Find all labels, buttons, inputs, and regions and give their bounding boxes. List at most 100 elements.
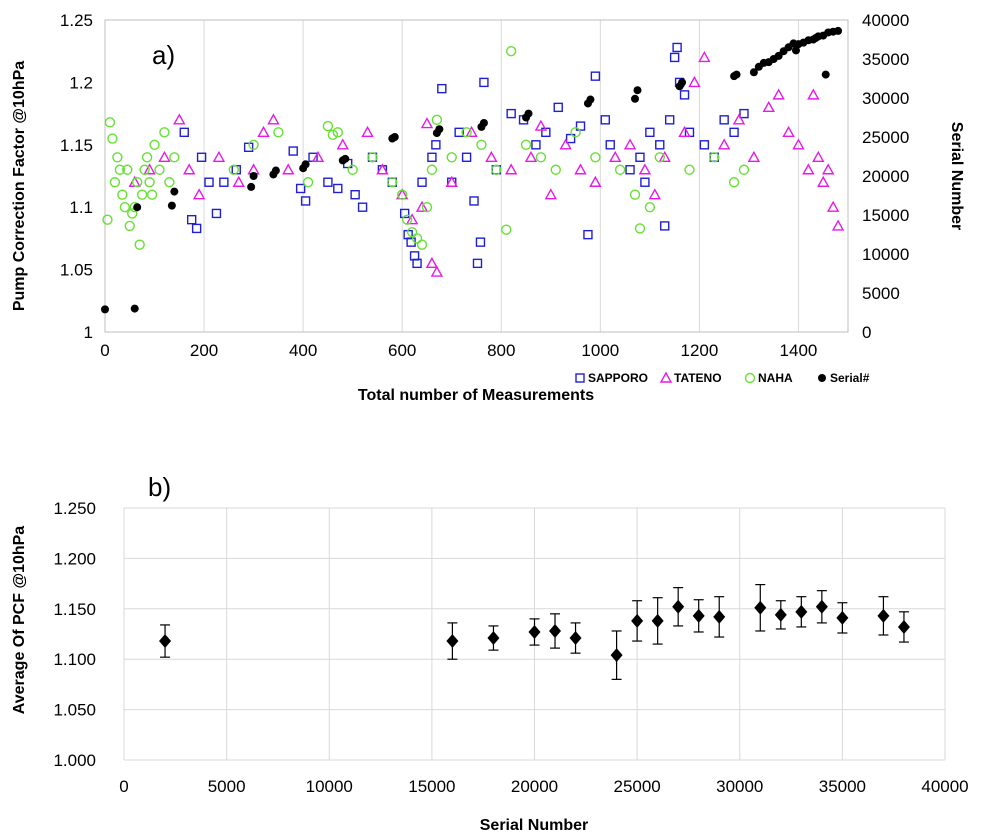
chart-a-point-naha xyxy=(302,177,314,188)
chart-b-data-point xyxy=(713,596,726,638)
chart-a-point-tateno xyxy=(430,265,444,277)
chart-a-point-naha xyxy=(119,201,131,213)
chart-a-point-naha xyxy=(411,233,423,244)
chart-a-point-sapporo xyxy=(211,208,222,219)
chart-a-y2-tick-label: 40000 xyxy=(862,11,909,30)
chart-a-point-serial xyxy=(301,160,310,169)
chart-a-y2-tick-label: 5000 xyxy=(862,284,900,303)
chart-b-data-point xyxy=(672,587,685,627)
chart-a-y-axis-label: Pump Correction Factor @10hPa xyxy=(11,61,28,311)
chart-a-point-naha xyxy=(629,189,641,200)
chart-a-x-tick-label: 600 xyxy=(388,341,416,360)
chart-a-point-tateno xyxy=(826,200,840,212)
chart-a-point-naha xyxy=(134,239,145,250)
chart-a-point-naha xyxy=(273,127,284,138)
chart-a-point-naha xyxy=(461,127,472,138)
chart-a-point-sapporo xyxy=(437,83,447,94)
chart-a-y-tick-label: 1.1 xyxy=(69,198,93,217)
chart-a-point-tateno xyxy=(638,163,652,175)
chart-a-point-sapporo xyxy=(506,108,516,119)
chart-b-diamond-marker xyxy=(692,608,705,623)
chart-b-y-tick-label: 1.150 xyxy=(53,600,96,619)
chart-a-point-sapporo xyxy=(300,196,311,206)
chart-a-point-tateno xyxy=(747,150,761,162)
chart-a-y-tick-label: 1.15 xyxy=(60,136,93,155)
chart-a-point-naha xyxy=(122,164,133,175)
chart-a-point-naha xyxy=(520,139,532,151)
chart-a-point-sapporo xyxy=(679,90,690,100)
chart-b-data-point xyxy=(159,624,172,658)
chart-a-point-sapporo xyxy=(635,152,645,162)
chart-a-point-naha xyxy=(102,214,113,225)
chart-a-point-serial xyxy=(732,70,741,79)
chart-a-point-serial xyxy=(678,78,687,87)
chart-a-point-naha xyxy=(397,189,408,200)
chart-a-point-sapporo xyxy=(583,229,593,240)
chart-a-point-naha xyxy=(505,46,517,57)
chart-b-data-point xyxy=(651,597,664,645)
chart-b-diamond-marker xyxy=(774,607,787,622)
chart-a-point-serial xyxy=(479,118,488,127)
chart-a-x-tick-label: 200 xyxy=(190,341,218,360)
chart-a-point-serial xyxy=(133,203,142,212)
chart-a-point-sapporo xyxy=(323,177,333,187)
chart-a-point-naha xyxy=(248,139,259,151)
chart-b-diamond-marker xyxy=(836,610,849,625)
chart-a-ticks: 0 200 400 600 800 1000 1200 1400 1 1.05 1.1 1.15 1.2… xyxy=(60,11,909,360)
chart-a-legend-marker xyxy=(575,373,585,383)
chart-a-point-tateno xyxy=(143,163,156,175)
chart-a-point-naha xyxy=(327,129,339,141)
chart-a-point-naha xyxy=(228,164,239,175)
chart-a-point-tateno xyxy=(173,113,186,125)
chart-a-y2-tick-label: 0 xyxy=(862,323,871,342)
chart-b-diamond-marker xyxy=(549,623,562,638)
chart-b-data-point xyxy=(815,590,828,624)
chart-a-point-naha xyxy=(421,201,433,213)
chart-a-point-sapporo xyxy=(669,52,680,63)
chart-a-x-axis-label: Total number of Measurements xyxy=(358,387,594,404)
chart-a-point-naha xyxy=(332,127,344,138)
chart-a-point-serial xyxy=(249,172,258,180)
chart-a-point-tateno xyxy=(831,219,845,231)
chart-a-point-sapporo xyxy=(399,208,410,219)
chart-a-point-tateno xyxy=(574,163,587,175)
chart-a-point-naha xyxy=(117,189,128,200)
chart-a-point-serial xyxy=(821,70,830,79)
chart-a-point-naha xyxy=(431,114,443,126)
chart-b-data-point xyxy=(610,630,623,680)
chart-a-point-tateno xyxy=(465,125,478,138)
chart-a-point-sapporo xyxy=(469,196,479,206)
chart-a-point-tateno xyxy=(257,125,270,138)
chart-b-x-tick-label: 0 xyxy=(119,777,128,796)
chart-a-point-tateno xyxy=(589,175,602,187)
chart-b-y-tick-label: 1.000 xyxy=(53,751,96,770)
chart-a-point-tateno xyxy=(405,213,419,225)
chart-b-data-point xyxy=(774,600,787,630)
chart-a-point-tateno xyxy=(361,125,374,138)
chart-b-x-tick-label: 15000 xyxy=(408,777,455,796)
chart-b-diamond-marker xyxy=(610,648,623,663)
chart-a-point-tateno xyxy=(648,188,662,200)
chart-b-data-point xyxy=(897,611,910,643)
chart-b-panel-label: b) xyxy=(148,472,171,502)
chart-a-point-naha xyxy=(139,164,150,175)
chart-b: 0 5000 10000 15000 20000 25000 30000 35000 40000… xyxy=(11,472,969,834)
chart-b-data-point xyxy=(549,613,562,649)
chart-a-point-sapporo xyxy=(739,108,749,119)
chart-a-point-naha xyxy=(322,120,334,132)
chart-a-series-sapporo xyxy=(179,42,749,269)
chart-a-legend-label: Serial# xyxy=(830,371,870,385)
chart-a-point-naha xyxy=(347,164,358,175)
chart-b-data-point xyxy=(877,596,890,636)
chart-a-point-tateno xyxy=(534,119,548,131)
chart-a-point-tateno xyxy=(817,175,830,187)
chart-a-y2-tick-label: 30000 xyxy=(862,89,909,108)
chart-a-legend-label: SAPPORO xyxy=(588,371,648,385)
chart-a-point-serial xyxy=(435,125,444,134)
chart-a-point-tateno xyxy=(609,150,622,162)
chart-b-data-point xyxy=(754,584,767,632)
chart-a-point-sapporo xyxy=(350,190,360,200)
chart-b-diamond-marker xyxy=(569,631,582,646)
chart-a-point-tateno xyxy=(425,256,439,269)
